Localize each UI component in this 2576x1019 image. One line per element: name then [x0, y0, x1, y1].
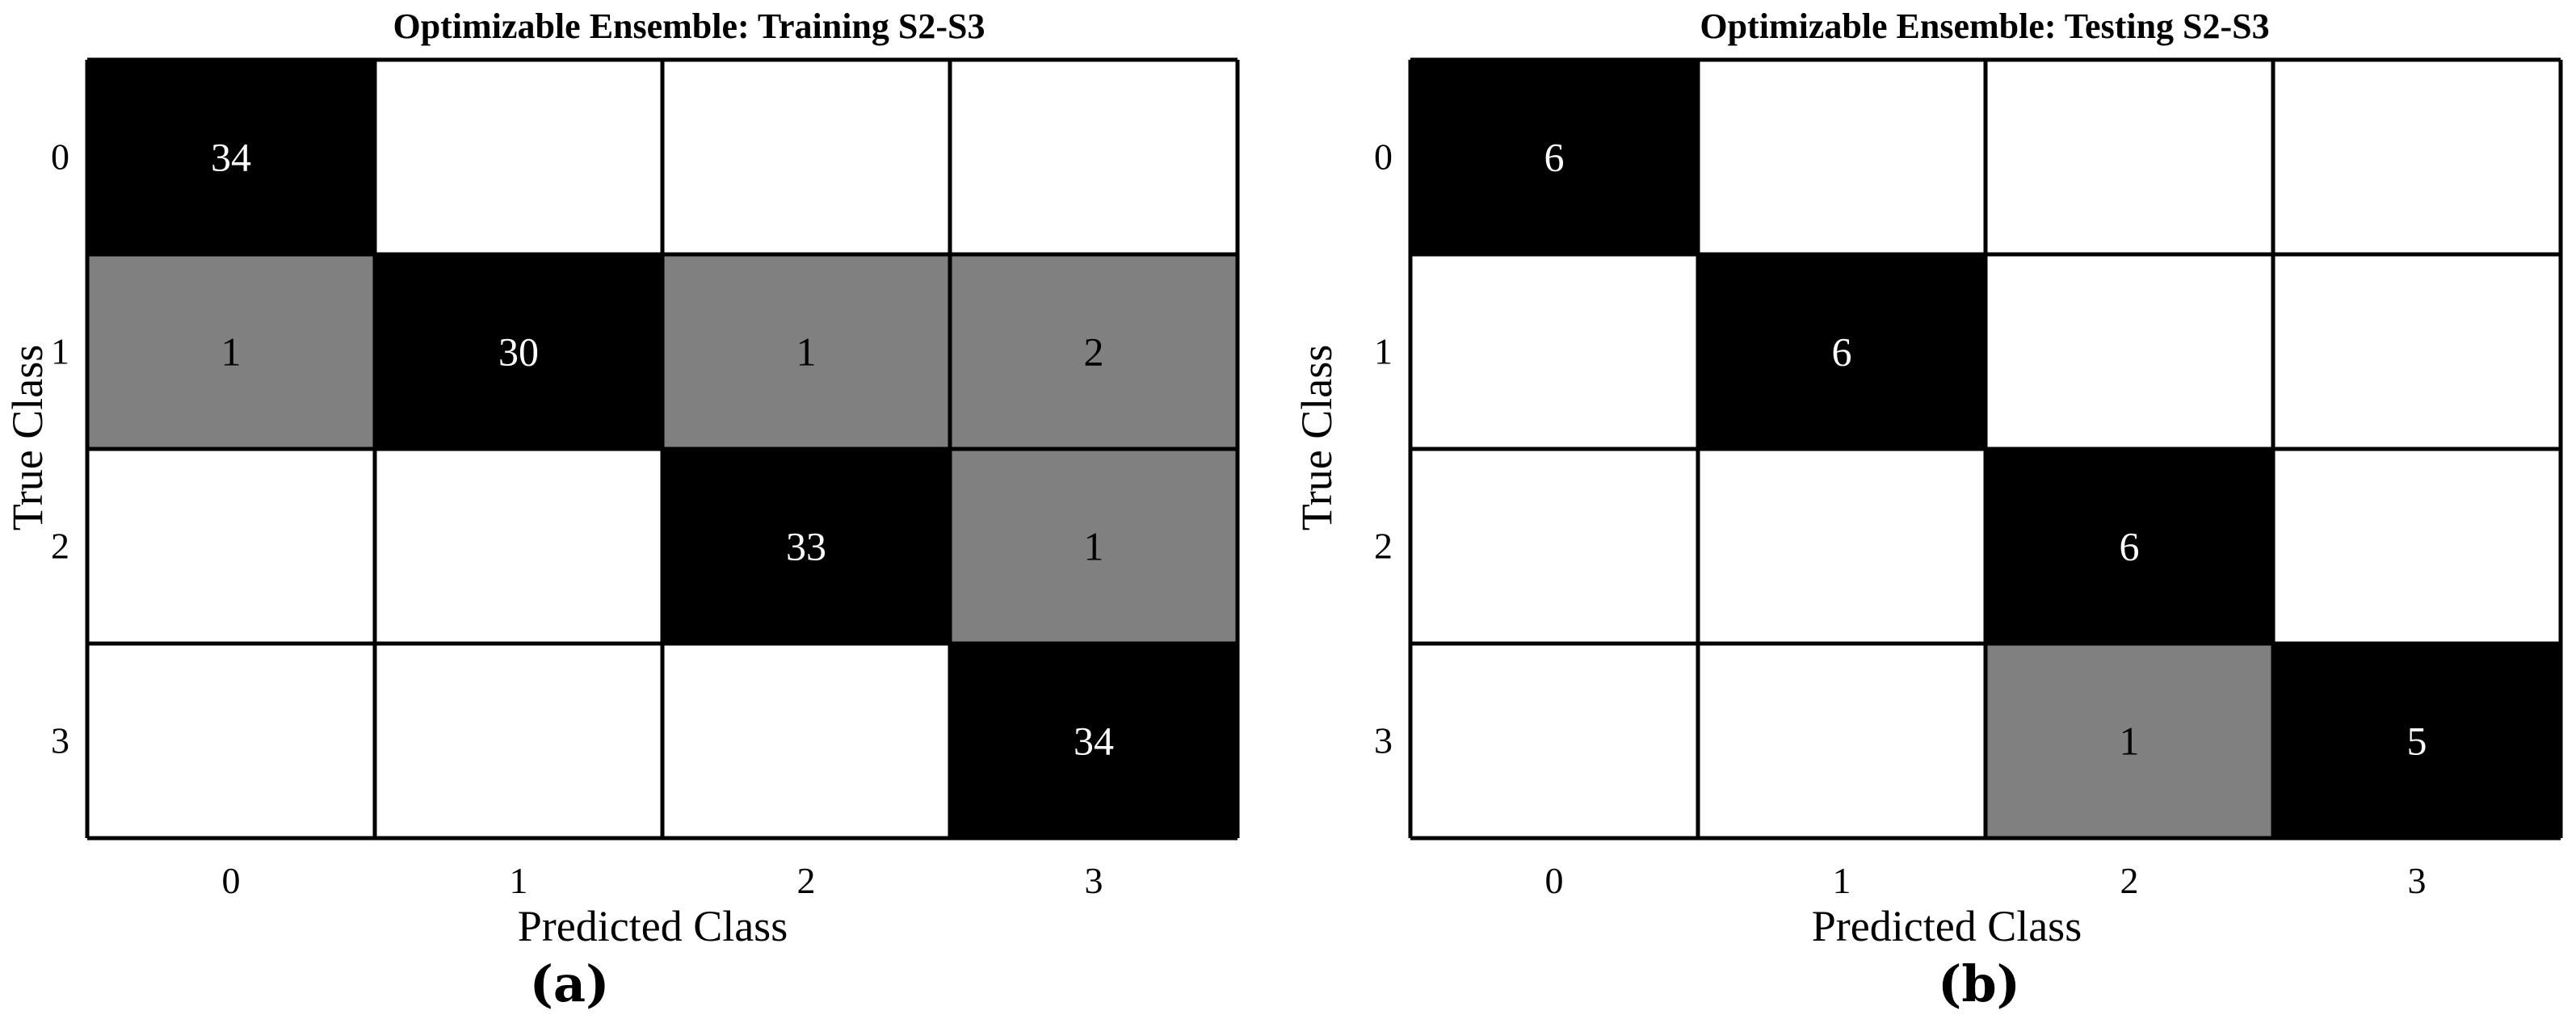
y-tick-label: 3	[51, 720, 69, 761]
matrix-cell-r3-c1	[1698, 644, 1986, 838]
y-tick-label: 0	[51, 136, 69, 178]
x-tick-label: 0	[1545, 860, 1564, 901]
cell-value-r2-c3: 1	[1084, 524, 1104, 569]
matrix-cell-r2-c0	[87, 449, 375, 644]
cell-value-r2-c2: 33	[786, 524, 826, 569]
matrix-cell-r1-c0	[1410, 254, 1698, 449]
chart-title: Optimizable Ensemble: Testing S2-S3	[1700, 6, 2269, 46]
y-tick-label: 1	[1374, 331, 1393, 372]
matrix-cell-r3-c2	[662, 644, 950, 838]
chart-title: Optimizable Ensemble: Training S2-S3	[393, 6, 985, 46]
matrix-cell-r3-c3	[2273, 644, 2561, 838]
y-tick-label: 3	[1374, 720, 1393, 761]
matrix-cell-r1-c0	[87, 254, 375, 449]
cell-value-r3-c2: 1	[2120, 719, 2140, 764]
x-tick-label: 2	[2120, 860, 2139, 901]
x-tick-label: 1	[510, 860, 528, 901]
matrix-cell-r2-c3	[950, 449, 1238, 644]
confusion-matrix-panel-b: Optimizable Ensemble: Testing S2-S3 6 6 6 1…	[1288, 0, 2576, 1019]
x-tick-label: 3	[1085, 860, 1103, 901]
cell-value-r1-c2: 1	[796, 329, 817, 375]
matrix-cell-r3-c0	[87, 644, 375, 838]
matrix-cell-r1-c3	[2273, 254, 2561, 449]
cell-value-r1-c3: 2	[1084, 329, 1104, 375]
matrix-cell-r1-c1	[375, 254, 662, 449]
matrix-cell-r3-c3	[950, 644, 1238, 838]
cell-value-r1-c1: 6	[1832, 329, 1852, 375]
matrix-cell-r2-c3	[2273, 449, 2561, 644]
y-tick-label: 2	[51, 526, 69, 567]
y-tick-label: 2	[1374, 526, 1393, 567]
matrix-cell-r0-c3	[950, 60, 1238, 254]
matrix-cell-r0-c3	[2273, 60, 2561, 254]
matrix-cell-r2-c1	[375, 449, 662, 644]
x-axis-label: Predicted Class	[1812, 902, 2082, 950]
x-tick-label: 1	[1833, 860, 1851, 901]
matrix-cell-r0-c0	[87, 60, 375, 254]
matrix-cell-r3-c0	[1410, 644, 1698, 838]
matrix-cell-r0-c0	[1410, 60, 1698, 254]
matrix-cell-r0-c2	[662, 60, 950, 254]
matrix-cell-r2-c1	[1698, 449, 1986, 644]
x-axis-label: Predicted Class	[518, 902, 788, 950]
matrix-cell-r1-c3	[950, 254, 1238, 449]
x-tick-label: 0	[222, 860, 241, 901]
cell-value-r1-c1: 30	[498, 329, 539, 375]
confusion-matrix-chart-a: Optimizable Ensemble: Training S2-S3 34 1…	[3, 6, 1240, 1013]
y-axis-label: True Class	[1292, 345, 1341, 531]
matrix-cell-r2-c2	[662, 449, 950, 644]
panel-label: (b)	[1938, 954, 2020, 1013]
x-tick-label: 2	[797, 860, 816, 901]
confusion-matrix-chart-b: Optimizable Ensemble: Testing S2-S3 6 6 6 1…	[1292, 6, 2563, 1013]
y-axis-label: True Class	[3, 345, 52, 531]
matrix-cell-r1-c2	[662, 254, 950, 449]
matrix-cell-r3-c1	[375, 644, 662, 838]
matrix-cell-r0-c2	[1986, 60, 2273, 254]
matrix-cell-r1-c1	[1698, 254, 1986, 449]
matrix-cell-r2-c2	[1986, 449, 2273, 644]
x-tick-label: 3	[2408, 860, 2427, 901]
y-tick-label: 1	[51, 331, 69, 372]
matrix-cell-r3-c2	[1986, 644, 2273, 838]
cell-value-r3-c3: 5	[2407, 719, 2427, 764]
panel-label: (a)	[530, 954, 610, 1013]
confusion-matrix-panel-a: Optimizable Ensemble: Training S2-S3 34 1…	[3, 6, 1240, 1013]
cell-value-r3-c3: 34	[1074, 719, 1114, 764]
matrix-cell-r2-c0	[1410, 449, 1698, 644]
cell-value-r2-c2: 6	[2120, 524, 2140, 569]
y-tick-label: 0	[1374, 136, 1393, 178]
cell-value-r1-c0: 1	[221, 329, 242, 375]
matrix-cell-r1-c2	[1986, 254, 2273, 449]
cell-value-r0-c0: 34	[211, 135, 251, 180]
matrix-cell-r0-c1	[375, 60, 662, 254]
matrix-cell-r0-c1	[1698, 60, 1986, 254]
cell-value-r0-c0: 6	[1544, 135, 1565, 180]
